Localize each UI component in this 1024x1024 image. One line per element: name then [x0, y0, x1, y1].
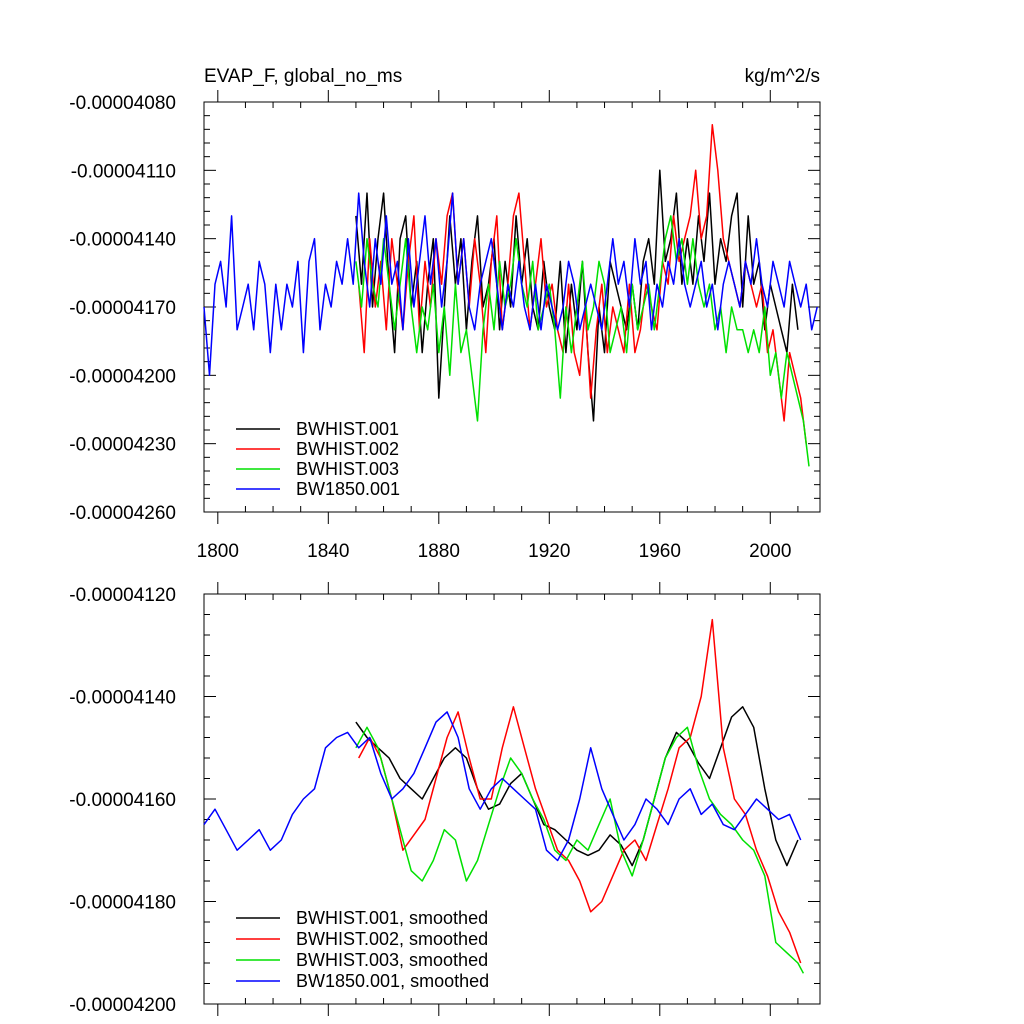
- y-tick-label: -0.00004200: [69, 366, 176, 387]
- series-line: [355, 726, 805, 974]
- legend-label: BWHIST.003: [296, 459, 399, 479]
- legend-label: BWHIST.001: [296, 419, 399, 439]
- legend-label: BWHIST.002, smoothed: [296, 929, 488, 949]
- top-title-right: kg/m^2/s: [745, 66, 820, 87]
- y-tick-label: -0.00004200: [69, 995, 176, 1016]
- legend-label: BWHIST.001, smoothed: [296, 908, 488, 928]
- x-tick-label: 1960: [639, 541, 681, 562]
- legend-label: BWHIST.003, smoothed: [296, 950, 488, 970]
- series-line: [203, 711, 802, 862]
- y-tick-label: -0.00004110: [71, 161, 176, 182]
- x-tick-label: 2000: [749, 541, 791, 562]
- x-tick-label: 1840: [307, 541, 349, 562]
- bottom-y-axis: -0.00004120 -0.00004140 -0.00004160 -0.0000…: [69, 585, 820, 1016]
- top-series-lines: [203, 124, 818, 467]
- legend-label: BWHIST.002: [296, 439, 399, 459]
- x-tick-label: 1800: [197, 541, 239, 562]
- series-line: [358, 618, 802, 964]
- y-tick-label: -0.00004080: [69, 93, 176, 114]
- y-tick-label: -0.00004260: [69, 503, 176, 524]
- y-tick-label: -0.00004120: [69, 585, 176, 606]
- top-y-axis: -0.00004080 -0.00004110 -0.00004140 -0.0000…: [69, 93, 820, 524]
- series-line: [355, 706, 799, 867]
- top-panel: EVAP_F, global_no_ms kg/m^2/s -0.0000408…: [69, 66, 821, 562]
- series-line: [357, 124, 807, 444]
- series-line: [355, 215, 810, 467]
- y-tick-label: -0.00004160: [69, 790, 176, 811]
- y-tick-label: -0.00004140: [69, 230, 176, 251]
- series-line: [203, 192, 818, 377]
- y-tick-label: -0.00004170: [69, 298, 176, 319]
- y-tick-label: -0.00004230: [69, 435, 176, 456]
- top-x-axis: 1800 1840 1880 1920 1960 2000: [197, 90, 799, 562]
- bottom-panel: -0.00004120 -0.00004140 -0.00004160 -0.0000…: [69, 582, 821, 1016]
- y-tick-label: -0.00004180: [69, 893, 176, 914]
- legend-label: BW1850.001: [296, 479, 400, 499]
- top-title-left: EVAP_F, global_no_ms: [204, 66, 402, 87]
- x-tick-label: 1880: [418, 541, 460, 562]
- bottom-series-lines: [203, 618, 805, 974]
- y-tick-label: -0.00004140: [69, 688, 176, 709]
- x-tick-label: 1920: [528, 541, 570, 562]
- bottom-x-axis: [217, 582, 799, 1016]
- legend-label: BW1850.001, smoothed: [296, 971, 489, 991]
